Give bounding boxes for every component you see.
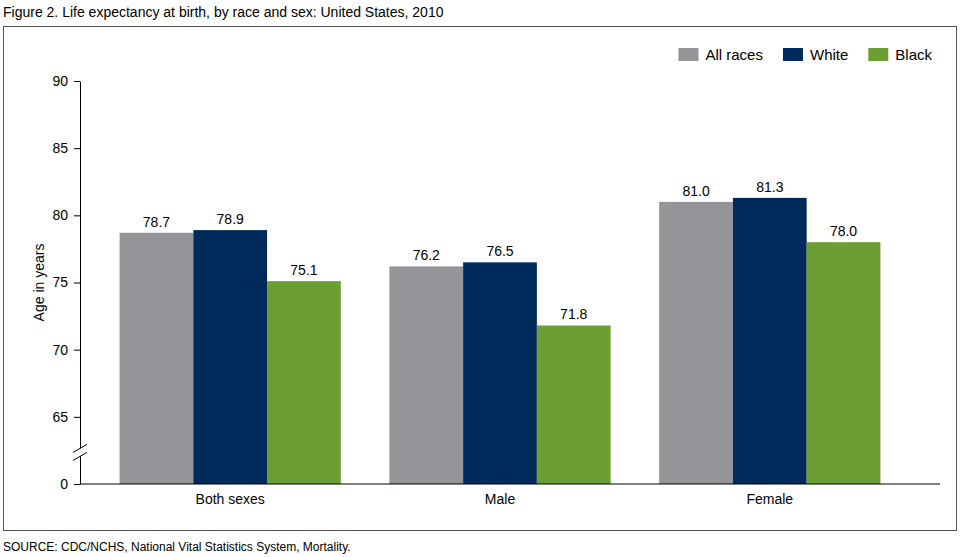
- axis-break-mark: [73, 444, 87, 452]
- y-tick-mark: [74, 148, 80, 149]
- chart-svg: Figure 2. Life expectancy at birth, by r…: [0, 0, 960, 557]
- y-axis-line: [80, 82, 81, 485]
- y-tick-label: 70: [52, 342, 68, 358]
- data-label: 81.0: [682, 183, 709, 199]
- x-tick-label: Female: [746, 491, 793, 507]
- legend-label: White: [810, 46, 848, 63]
- y-tick: 80: [52, 207, 80, 223]
- y-tick: 70: [52, 342, 80, 358]
- bar: [267, 281, 341, 484]
- data-label: 76.2: [413, 247, 440, 263]
- axis-break-gap: [73, 448, 87, 456]
- data-label: 75.1: [290, 262, 317, 278]
- legend-label: Black: [895, 46, 932, 63]
- legend-swatch: [783, 48, 803, 61]
- y-axis-title: Age in years: [31, 244, 47, 322]
- data-label: 76.5: [486, 243, 513, 259]
- bar-series: [193, 198, 806, 484]
- y-tick: 90: [52, 73, 80, 89]
- y-tick-mark: [74, 283, 80, 284]
- y-tick-label: 0: [60, 476, 68, 492]
- x-tick: Male: [485, 491, 516, 507]
- source-note: SOURCE: CDC/NCHS, National Vital Statist…: [3, 540, 351, 554]
- chart-title: Figure 2. Life expectancy at birth, by r…: [3, 4, 444, 20]
- y-tick-label: 65: [52, 409, 68, 425]
- y-tick-mark: [74, 417, 80, 418]
- x-tick-label: Male: [485, 491, 516, 507]
- y-tick-mark: [74, 81, 80, 82]
- bar: [463, 262, 537, 484]
- legend-label: All races: [705, 46, 763, 63]
- bar: [733, 198, 807, 484]
- bar: [659, 202, 733, 484]
- y-tick-label: 80: [52, 207, 68, 223]
- legend-item: White: [783, 46, 848, 63]
- legend-item: Black: [868, 46, 932, 63]
- x-tick: Female: [746, 491, 793, 507]
- data-labels: 78.7 76.2 81.0 78.9 76.5 81.3 75.1 71.8 78.0: [143, 179, 858, 323]
- x-tick-label: Both sexes: [196, 491, 265, 507]
- x-axis: Both sexes Male Female: [80, 484, 940, 507]
- data-label: 78.7: [143, 214, 170, 230]
- bars: [120, 198, 881, 484]
- x-tick: Both sexes: [196, 491, 265, 507]
- axis-break-mark: [73, 452, 87, 460]
- data-label: 81.3: [756, 179, 783, 195]
- data-label: 78.9: [217, 211, 244, 227]
- bar: [807, 242, 881, 484]
- bar: [120, 233, 194, 484]
- legend: All races White Black: [678, 46, 932, 63]
- y-tick-mark: [74, 215, 80, 216]
- y-tick: 85: [52, 140, 80, 156]
- y-tick-label: 75: [52, 274, 68, 290]
- y-tick-mark: [74, 484, 80, 485]
- bar-series: [267, 242, 880, 484]
- chart-frame: [4, 27, 957, 531]
- y-tick-label: 90: [52, 73, 68, 89]
- axis-break: [73, 444, 87, 460]
- bar: [193, 230, 267, 484]
- y-tick: 0: [60, 476, 80, 492]
- y-tick: 65: [52, 409, 80, 425]
- bar: [389, 266, 463, 484]
- background: [0, 0, 960, 557]
- data-label: 78.0: [830, 223, 857, 239]
- y-tick-label: 85: [52, 140, 68, 156]
- legend-item: All races: [678, 46, 763, 63]
- legend-swatch: [678, 48, 698, 61]
- y-tick: 75: [52, 274, 80, 290]
- y-tick-mark: [74, 350, 80, 351]
- y-axis: 0 65 70 75 80 85 90: [52, 73, 80, 492]
- x-axis-line: [80, 484, 940, 485]
- legend-swatch: [868, 48, 888, 61]
- bar: [537, 325, 611, 484]
- bar-series: [120, 202, 733, 484]
- data-label: 71.8: [560, 306, 587, 322]
